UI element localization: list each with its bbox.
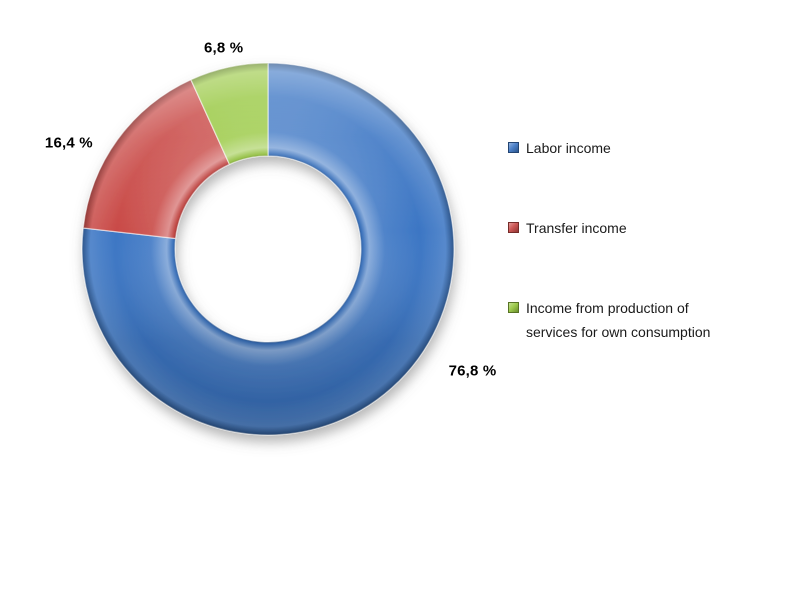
legend-item-label: Income from production of services for o… bbox=[526, 300, 711, 340]
donut-sheen-overlay bbox=[82, 63, 454, 435]
legend-item-label: Transfer income bbox=[526, 220, 627, 236]
legend-marker-square-icon bbox=[508, 142, 519, 153]
legend-item-labor-income[interactable]: Labor income bbox=[508, 136, 611, 160]
data-label-labor-income: 76,8 % bbox=[448, 362, 497, 380]
legend-marker-square-icon bbox=[508, 302, 519, 313]
data-label-transfer-income: 16,4 % bbox=[44, 134, 93, 152]
legend-marker-square-icon bbox=[508, 222, 519, 233]
data-label-own-consumption: 6,8 % bbox=[203, 39, 244, 57]
legend-item-own-consumption[interactable]: Income from production of services for o… bbox=[508, 296, 726, 344]
legend-item-transfer-income[interactable]: Transfer income bbox=[508, 216, 627, 240]
legend-item-label: Labor income bbox=[526, 140, 611, 156]
